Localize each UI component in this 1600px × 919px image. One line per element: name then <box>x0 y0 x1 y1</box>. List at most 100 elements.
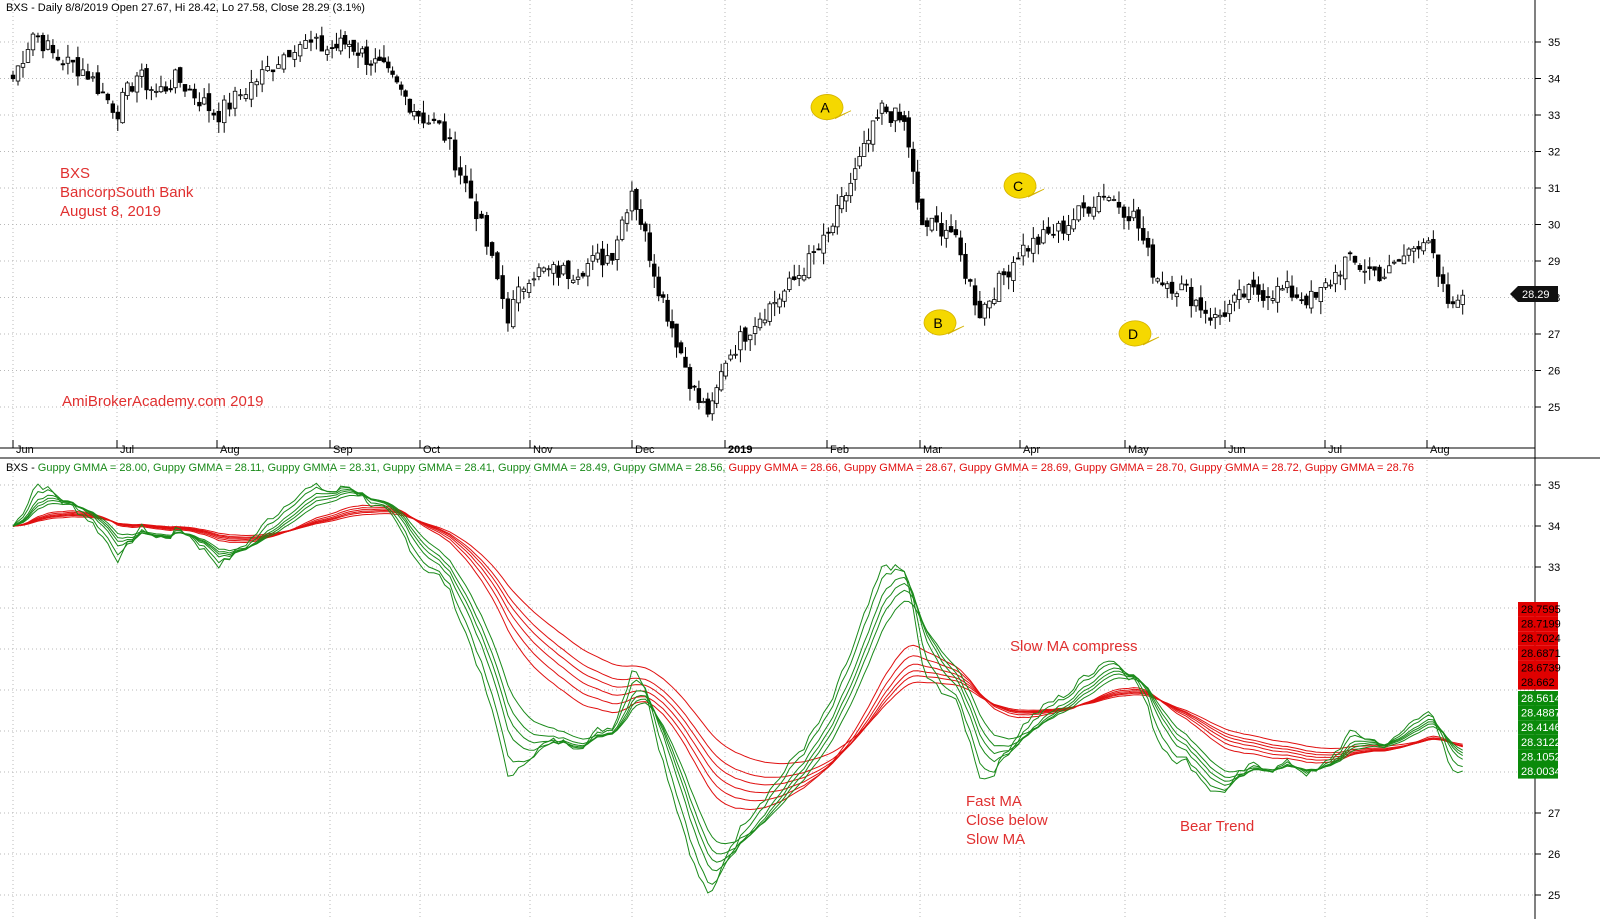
candle-body <box>1193 299 1199 307</box>
candle-body <box>319 35 325 52</box>
candle-body <box>386 61 391 69</box>
fast-ma-line <box>12 482 1463 894</box>
candle-body <box>437 120 442 124</box>
candle-body <box>762 319 768 324</box>
candle-body <box>10 74 16 80</box>
slow-value-box <box>1518 602 1558 617</box>
candle-body <box>1111 199 1117 201</box>
candle-body <box>1328 284 1333 287</box>
slow-value-box <box>1518 616 1558 632</box>
candle-body <box>484 215 490 247</box>
candle-body <box>958 237 963 256</box>
candle-body <box>1421 242 1426 252</box>
stock-symbol: BXS <box>60 165 90 182</box>
candle-body <box>1391 261 1397 264</box>
candle-body <box>105 93 111 101</box>
slow-value-label: 28.6739 <box>1521 662 1561 674</box>
candle-body <box>442 121 447 141</box>
candle-body <box>1431 238 1436 254</box>
candle-body <box>403 90 408 97</box>
candle-body <box>292 52 297 60</box>
candle-body <box>674 323 679 348</box>
candle-body <box>1165 283 1170 289</box>
candle-body <box>1217 314 1223 318</box>
candle-body <box>308 39 314 43</box>
callout-bubble <box>1118 320 1160 347</box>
slow-value-label: 28.7199 <box>1521 619 1561 631</box>
candle-body <box>806 253 812 279</box>
candle-body <box>216 110 221 123</box>
candle-body <box>1222 312 1228 317</box>
candle-body <box>270 69 276 73</box>
month-label: Nov <box>533 444 553 456</box>
candle-body <box>1071 219 1076 230</box>
slow-ma-line <box>12 511 1463 778</box>
candle-body <box>40 34 46 52</box>
candle-body <box>660 294 666 298</box>
fast-ma-group <box>12 482 1463 894</box>
candle-body <box>987 300 992 309</box>
candle-body <box>368 63 374 66</box>
slow-value-box <box>1518 660 1558 675</box>
candle-body <box>182 84 188 92</box>
candle-body <box>710 400 715 415</box>
candle-body <box>1021 244 1026 257</box>
candle-body <box>1184 283 1189 286</box>
fast-value-box <box>1518 764 1558 779</box>
candle-body <box>531 278 537 281</box>
candle-body <box>338 37 343 52</box>
candle-body <box>796 275 802 279</box>
candle-body <box>1126 216 1132 222</box>
candle-body <box>830 225 836 234</box>
candle-body <box>489 242 495 256</box>
fast-ma-line <box>12 495 1463 845</box>
candle-body <box>1232 294 1237 303</box>
candle-body <box>85 71 91 80</box>
gmma-header-item: Guppy GMMA = 28.11, <box>150 462 264 474</box>
candle-body <box>1011 262 1016 281</box>
gmma-header-item: Guppy GMMA = 28.00, <box>38 462 150 474</box>
candle-body <box>407 98 413 113</box>
gmma-header-item: Guppy GMMA = 28.66, <box>726 462 841 474</box>
candle-body <box>992 299 997 304</box>
fast-value-label: 28.4887 <box>1521 708 1561 720</box>
candle-body <box>977 300 983 319</box>
candle-body <box>1179 283 1184 291</box>
candle-body <box>1294 294 1300 298</box>
candle-body <box>1227 303 1232 315</box>
fast-value-label: 28.5614 <box>1521 693 1561 705</box>
gmma-tick-label: 34 <box>1548 521 1560 533</box>
candle-body <box>1401 255 1407 265</box>
candle-body <box>972 285 978 306</box>
candle-body <box>541 267 546 272</box>
slow-value-box <box>1518 645 1558 661</box>
candle-body <box>1031 237 1036 254</box>
candle-body <box>334 43 339 49</box>
candle-body <box>500 275 505 300</box>
candle-body <box>835 205 840 228</box>
gmma-value-labels: 28.7595 28.7199 28.7024 28.6871 28.6739 28.66… <box>1518 602 1561 779</box>
candle-body <box>1396 259 1402 262</box>
candle-body <box>521 288 526 292</box>
candle-body <box>511 299 516 328</box>
candle-body <box>276 64 281 69</box>
price-tick-label: 33 <box>1548 110 1560 122</box>
candle-body <box>556 265 561 278</box>
candle-body <box>821 234 826 254</box>
candle-body <box>996 272 1002 302</box>
candle-body <box>1198 297 1204 311</box>
candle-body <box>1275 285 1280 303</box>
price-tick-label: 32 <box>1548 147 1560 159</box>
candle-body <box>1256 284 1261 295</box>
gmma-axis: 25 26 27 33 34 35 <box>1535 480 1560 902</box>
price-grid <box>0 0 1535 448</box>
candle-body <box>910 148 916 172</box>
candle-body <box>1076 205 1081 221</box>
candle-body <box>1046 226 1051 234</box>
candle-body <box>915 171 920 203</box>
candle-body <box>238 94 243 97</box>
candle-body <box>35 35 41 38</box>
callout-a: A <box>810 94 852 121</box>
candle-body <box>634 189 639 210</box>
candle-body <box>1016 257 1021 260</box>
